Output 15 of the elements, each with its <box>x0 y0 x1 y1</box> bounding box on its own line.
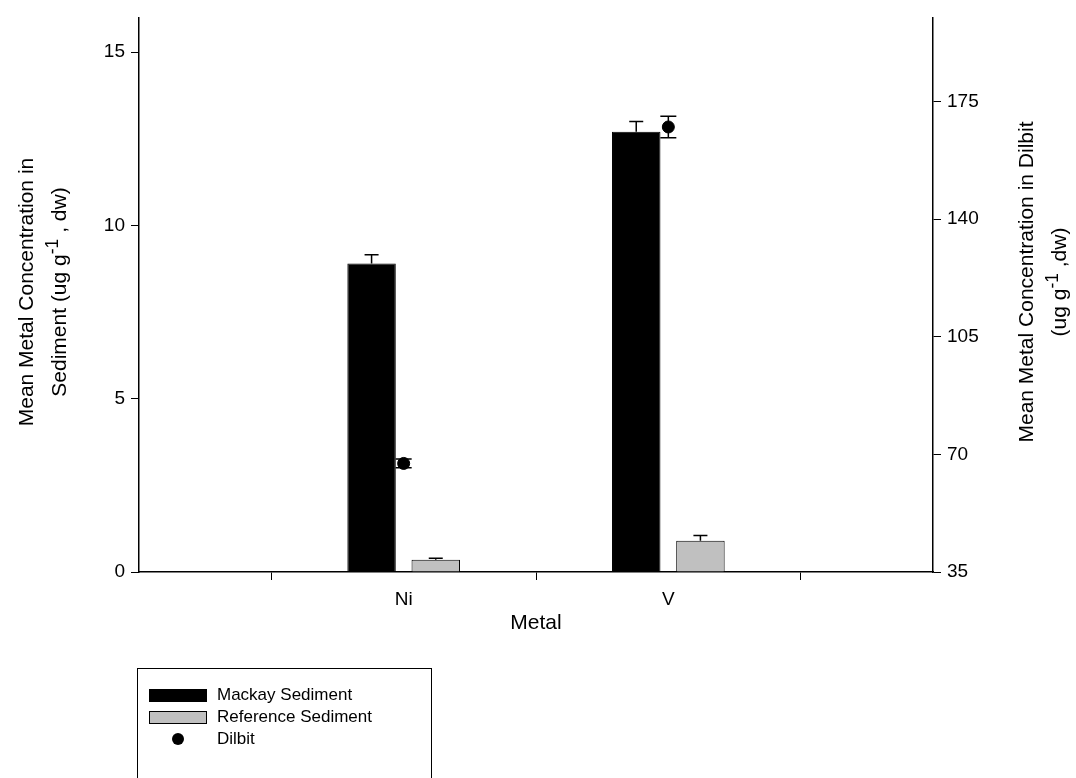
y2-tick-label: 35 <box>947 560 969 582</box>
x-tick-label: V <box>661 587 675 609</box>
y2-tick-label: 105 <box>947 324 979 346</box>
legend-label: Reference Sediment <box>217 707 372 727</box>
legend-label: Mackay Sediment <box>217 685 353 705</box>
y2-tick-label: 175 <box>947 89 979 111</box>
legend-label: Dilbit <box>217 729 255 749</box>
y-tick-label: 15 <box>103 40 125 62</box>
y2-tick-label: 70 <box>947 442 969 464</box>
x-tick-label: Ni <box>394 587 413 609</box>
y-tick-label: 10 <box>103 213 125 235</box>
y-tick-label: 0 <box>114 560 125 582</box>
x-axis-title: Metal <box>509 609 563 635</box>
y-tick-label: 5 <box>114 386 125 408</box>
y2-tick-label: 140 <box>947 207 979 229</box>
